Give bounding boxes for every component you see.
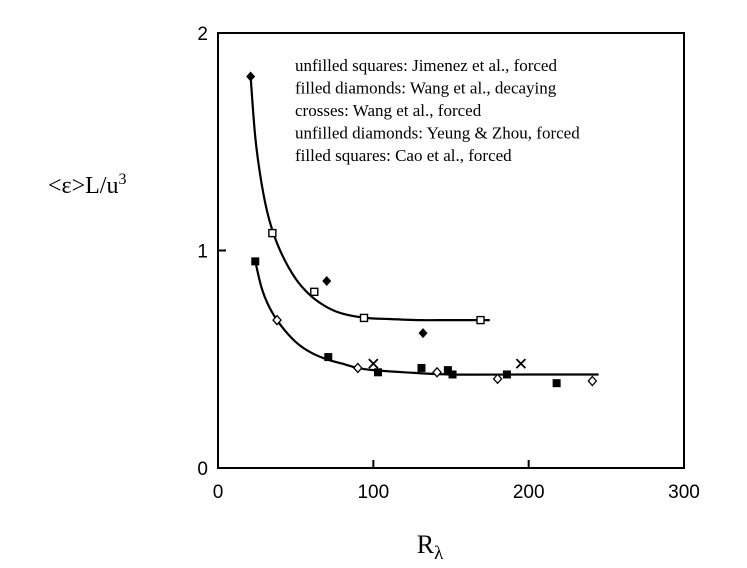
y-axis-title-base: <ε>L/u	[48, 173, 118, 199]
marker-filled-square	[443, 366, 452, 375]
x-axis-title: Rλ	[417, 530, 444, 564]
marker-unfilled-diamond	[587, 375, 598, 387]
legend-entry: unfilled diamonds: Yeung & Zhou, forced	[295, 124, 580, 143]
marker-unfilled-diamond	[492, 373, 503, 385]
marker-unfilled-diamond	[352, 362, 363, 374]
marker-filled-diamond	[246, 71, 256, 82]
marker-filled-square	[373, 368, 382, 377]
marker-filled-square	[502, 370, 511, 379]
marker-filled-diamond	[322, 275, 332, 286]
x-axis-title-base: R	[417, 530, 435, 559]
marker-unfilled-diamond	[432, 366, 442, 378]
fit-curve	[254, 261, 599, 376]
x-tick-label: 300	[668, 482, 700, 503]
y-tick-label: 0	[197, 459, 208, 480]
data-markers	[246, 71, 598, 388]
legend-entry: filled squares: Cao et al., forced	[295, 146, 512, 165]
y-tick-label: 1	[197, 242, 208, 263]
marker-unfilled-square	[476, 315, 485, 325]
legend: unfilled squares: Jimenez et al., forced…	[295, 56, 580, 165]
y-axis-title: <ε>L/u3	[48, 171, 126, 199]
marker-unfilled-square	[310, 287, 319, 297]
marker-filled-square	[552, 379, 561, 388]
marker-filled-square	[324, 353, 333, 362]
marker-filled-square	[417, 363, 426, 372]
marker-cross	[368, 358, 379, 369]
legend-entry: crosses: Wang et al., forced	[295, 101, 482, 120]
legend-entry: filled diamonds: Wang et al., decaying	[295, 79, 557, 98]
legend-entry: unfilled squares: Jimenez et al., forced	[295, 56, 557, 75]
plot-border	[217, 32, 685, 469]
x-tick-label: 0	[213, 482, 224, 503]
marker-unfilled-diamond	[272, 314, 282, 326]
marker-filled-square	[448, 370, 457, 379]
y-axis-title-superscript: 3	[118, 171, 126, 188]
marker-unfilled-square	[359, 313, 369, 323]
x-tick-label: 100	[357, 482, 389, 503]
plot-frame	[217, 32, 685, 469]
y-tick-label: 2	[197, 24, 208, 45]
marker-cross	[515, 358, 527, 369]
marker-unfilled-square	[268, 228, 277, 238]
marker-filled-diamond	[418, 328, 428, 339]
axis-ticks: 0 100 200 300 0 1 2	[197, 24, 699, 503]
marker-filled-square	[251, 257, 260, 266]
fit-curve	[249, 76, 490, 322]
x-tick-label: 200	[513, 482, 545, 503]
x-axis-title-subscript: λ	[434, 543, 444, 564]
